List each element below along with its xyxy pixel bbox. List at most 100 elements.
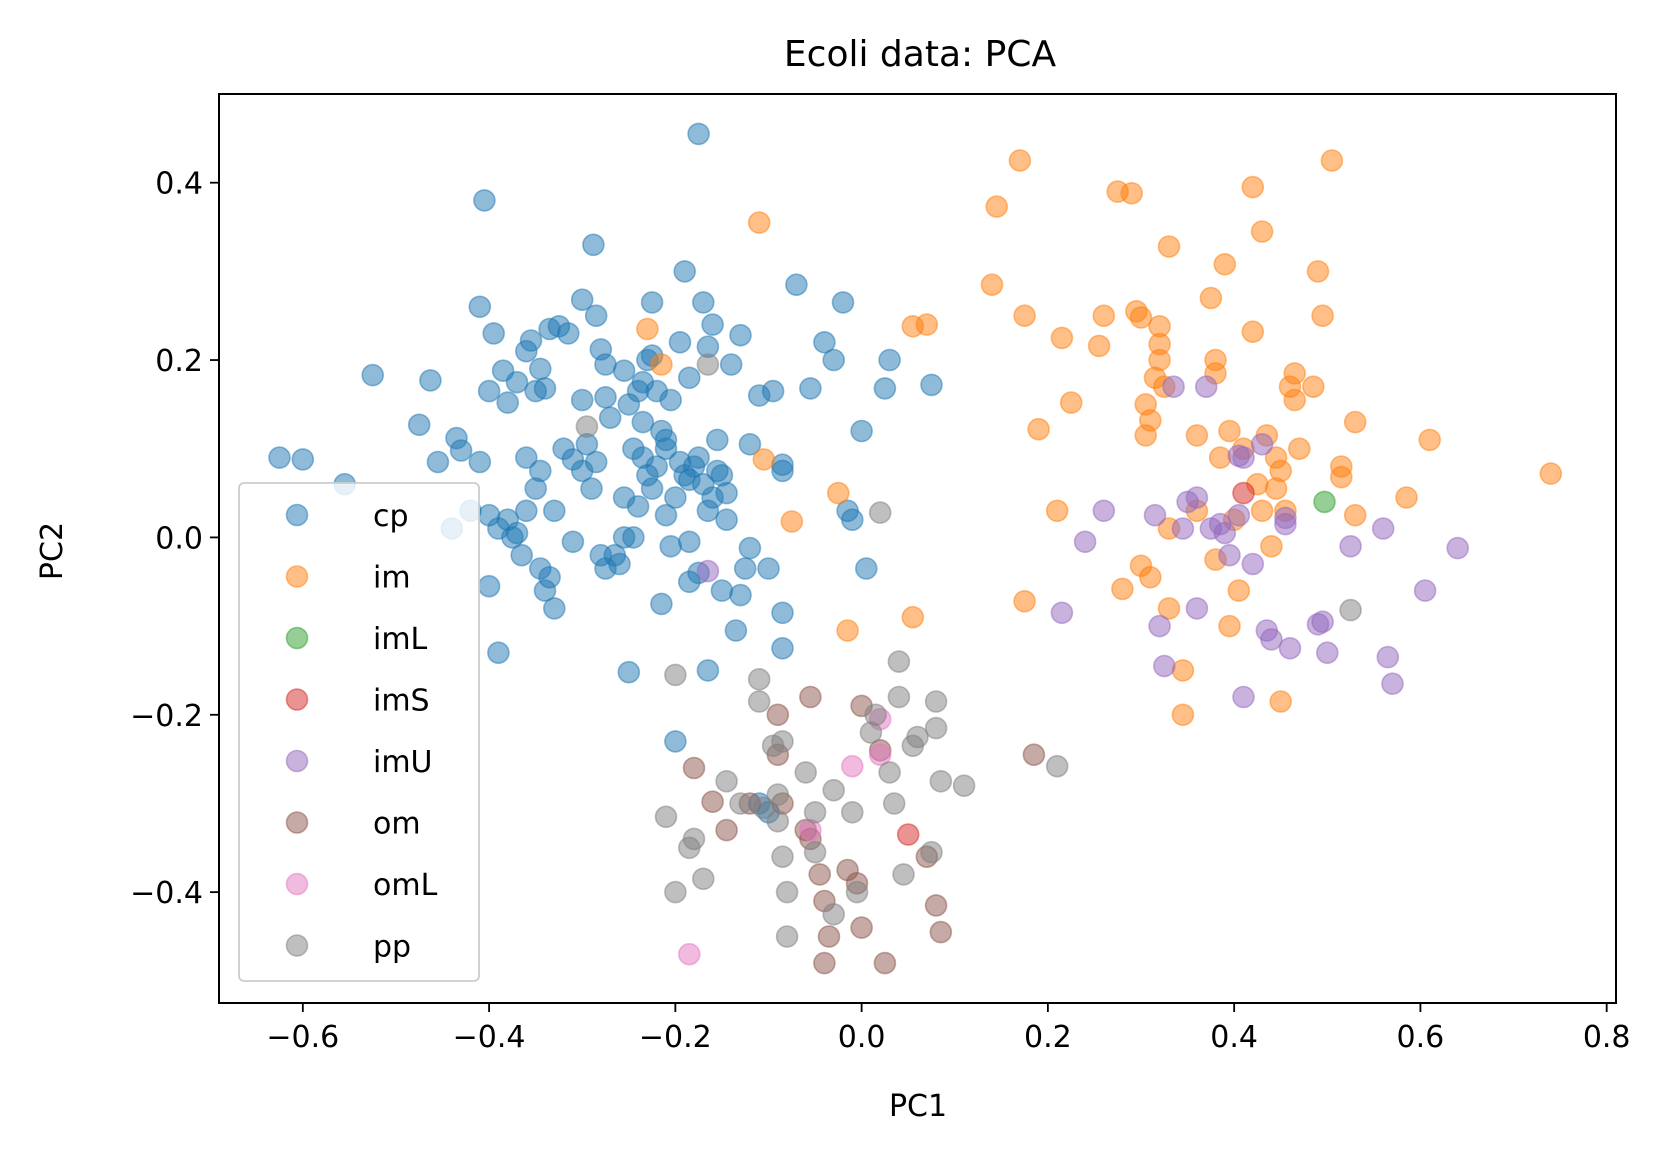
point-cp-112: [701, 486, 724, 509]
point-im-73: [1343, 410, 1367, 434]
point-pp-20: [803, 840, 827, 864]
chart-title: Ecoli data: PCA: [784, 34, 1057, 75]
point-omL-3: [868, 743, 892, 767]
point-cp-71: [920, 373, 943, 397]
point-imU-36: [1176, 490, 1199, 514]
point-im-45: [1208, 446, 1232, 469]
point-cp-28: [594, 353, 617, 376]
point-pp-35: [924, 690, 948, 713]
point-cp-125: [570, 388, 594, 412]
point-im-77: [1539, 462, 1563, 485]
point-im-72: [1330, 465, 1353, 489]
point-imU-4: [1143, 503, 1167, 527]
y-axis: −0.4 −0.2 0.0 0.2 0.4: [130, 167, 219, 911]
point-im-33: [1148, 348, 1171, 372]
point-om-4: [766, 703, 790, 727]
point-cp-70: [878, 348, 901, 372]
legend-label-cp: cp: [373, 499, 409, 534]
y-tick-label: −0.4: [130, 876, 203, 911]
point-om-7: [799, 685, 822, 709]
point-cp-19: [528, 357, 552, 381]
point-pp-7: [691, 867, 715, 891]
point-im-20: [1092, 304, 1116, 328]
point-im-5: [826, 481, 850, 505]
x-tick-label: −0.6: [266, 1020, 339, 1055]
point-cp-64: [831, 291, 855, 314]
point-cp-107: [677, 530, 701, 554]
point-im-17: [1050, 326, 1074, 350]
point-cp-127: [677, 570, 701, 594]
point-im-1: [636, 317, 659, 341]
point-om-0: [682, 756, 706, 780]
point-cp-54: [729, 323, 752, 347]
point-im-58: [1260, 534, 1283, 558]
y-tick-label: 0.0: [155, 521, 203, 556]
point-imU-20: [1241, 552, 1265, 576]
point-cp-128: [696, 659, 720, 682]
point-cp-50: [705, 428, 729, 452]
point-im-68: [1306, 260, 1330, 283]
point-im-13: [1013, 304, 1036, 328]
legend-label-imL: imL: [373, 622, 428, 657]
point-cp-86: [542, 499, 566, 523]
point-cp-81: [514, 446, 538, 469]
point-cp-121: [771, 636, 794, 660]
point-pp-10: [747, 690, 771, 713]
point-cp-49: [701, 313, 724, 336]
point-cp-8: [449, 439, 473, 462]
point-cp-138: [631, 370, 655, 394]
legend-label-pp: pp: [373, 930, 411, 965]
point-im-75: [1395, 486, 1418, 509]
point-om-17: [873, 951, 897, 975]
point-pp-9: [747, 667, 771, 691]
point-im-25: [1129, 306, 1153, 329]
point-pp-2: [664, 663, 687, 687]
point-pp-27: [878, 761, 901, 784]
point-pp-1: [696, 353, 720, 376]
point-cp-0: [268, 446, 291, 469]
point-im-55: [1250, 220, 1274, 243]
point-cp-137: [608, 552, 631, 576]
point-cp-126: [650, 592, 673, 616]
point-im-3: [752, 448, 776, 471]
point-im-19: [1087, 334, 1111, 358]
point-cp-53: [719, 353, 743, 376]
point-cp-55: [738, 432, 762, 456]
point-im-41: [1185, 424, 1209, 447]
legend-marker-imS: [285, 688, 309, 711]
point-pp-6: [682, 827, 706, 851]
point-cp-129: [705, 459, 729, 483]
point-cp-57: [761, 379, 785, 403]
point-om-2: [715, 818, 738, 842]
point-cp-141: [677, 468, 701, 492]
point-im-38: [1157, 235, 1181, 258]
point-cp-122: [477, 574, 501, 598]
point-cp-80: [510, 543, 534, 567]
point-im-52: [1241, 175, 1265, 199]
point-imU-17: [1232, 446, 1255, 469]
point-cp-10: [473, 189, 496, 212]
point-pp-13: [766, 783, 790, 806]
point-im-65: [1283, 388, 1306, 412]
point-pp-43: [771, 730, 794, 753]
point-pp-33: [906, 725, 929, 749]
point-om-21: [1022, 743, 1046, 767]
point-pp-34: [920, 840, 943, 864]
point-cp-35: [631, 410, 655, 434]
point-cp-30: [598, 406, 622, 430]
point-om-1: [701, 790, 724, 814]
point-im-11: [980, 273, 1004, 297]
point-im-34: [1148, 314, 1171, 338]
point-pp-16: [775, 880, 799, 904]
point-cp-20: [533, 377, 557, 400]
point-cp-15: [505, 370, 529, 394]
x-axis-label: PC1: [889, 1089, 947, 1124]
point-im-12: [1008, 149, 1032, 172]
legend-marker-imU: [285, 749, 309, 773]
x-tick-label: 0.2: [1024, 1020, 1072, 1055]
point-im-47: [1213, 252, 1237, 276]
point-cp-59: [771, 459, 794, 483]
point-imU-11: [1194, 375, 1218, 399]
point-im-0: [747, 211, 771, 234]
point-cp-61: [799, 377, 822, 400]
